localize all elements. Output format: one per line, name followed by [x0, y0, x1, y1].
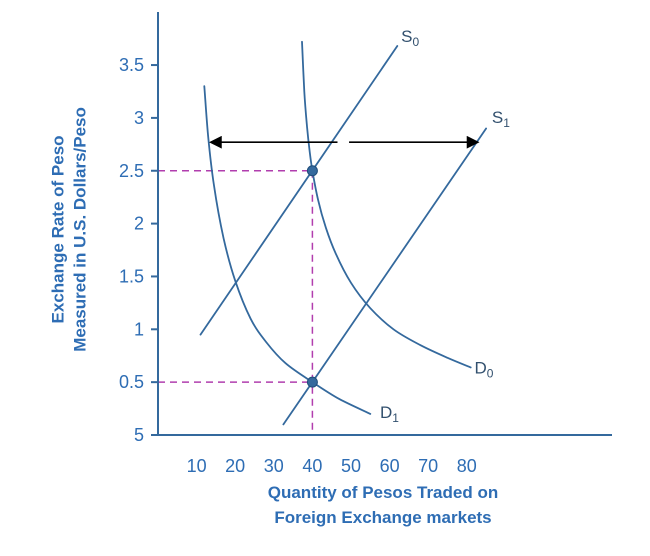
- curve-D1: [203, 85, 372, 415]
- x-tick-label-80: 80: [457, 456, 477, 476]
- curve-label-D1: D1: [380, 403, 399, 425]
- x-tick-label-70: 70: [418, 456, 438, 476]
- y-tick-label-0.5: 0.5: [119, 372, 144, 392]
- curve-D0: [301, 40, 472, 369]
- x-tick-label-50: 50: [341, 456, 361, 476]
- curve-label-D0: D0: [475, 359, 494, 381]
- x-tick-label-40: 40: [302, 456, 322, 476]
- y-tick-label-5: 5: [134, 425, 144, 445]
- x-tick-label-20: 20: [225, 456, 245, 476]
- y-tick-label-2.5: 2.5: [119, 161, 144, 181]
- equilibrium-point-1: [306, 376, 318, 388]
- curve-label-S1: S1: [492, 108, 510, 130]
- y-tick-label-3: 3: [134, 108, 144, 128]
- y-tick-label-3.5: 3.5: [119, 55, 144, 75]
- curve-label-S0: S0: [401, 27, 419, 49]
- x-tick-label-60: 60: [380, 456, 400, 476]
- equilibrium-point-0: [306, 165, 318, 177]
- y-tick-label-2: 2: [134, 214, 144, 234]
- curve-S0: [199, 45, 399, 336]
- x-tick-label-10: 10: [187, 456, 207, 476]
- x-tick-label-30: 30: [264, 456, 284, 476]
- y-axis-title: Exchange Rate of Peso Measured in U.S. D…: [48, 107, 90, 352]
- y-tick-label-1: 1: [134, 319, 144, 339]
- y-tick-label-1.5: 1.5: [119, 266, 144, 286]
- curve-S1: [282, 127, 487, 426]
- x-axis-title: Quantity of Pesos Traded on Foreign Exch…: [267, 483, 499, 527]
